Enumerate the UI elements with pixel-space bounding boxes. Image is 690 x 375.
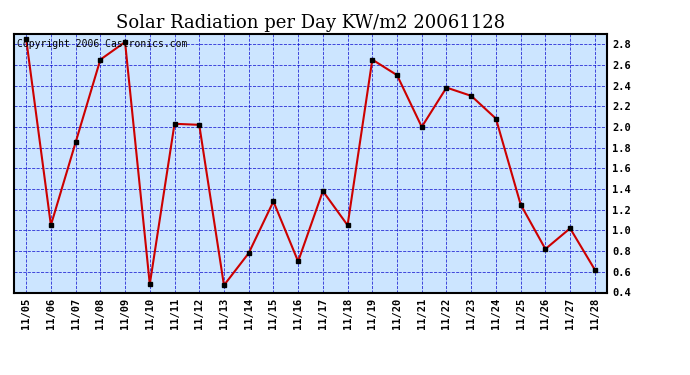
- Title: Solar Radiation per Day KW/m2 20061128: Solar Radiation per Day KW/m2 20061128: [116, 14, 505, 32]
- Text: Copyright 2006 Castronics.com: Copyright 2006 Castronics.com: [17, 39, 187, 49]
